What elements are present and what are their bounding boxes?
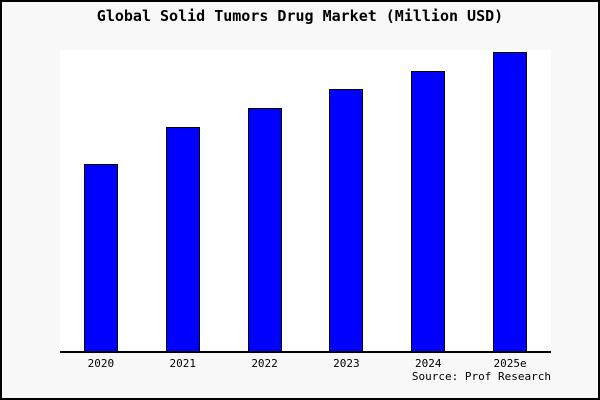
bar-2025e [493,51,528,351]
bar-slot-2025e [469,50,551,351]
source-note: Source: Prof Research [411,370,551,383]
bar-2020 [83,164,118,351]
x-tick-label-2022: 2022 [251,357,278,370]
plot-area [60,50,551,353]
bar-2024 [411,70,446,351]
x-tick-label-2025e: 2025e [493,357,527,370]
x-tick-label-2024: 2024 [414,357,442,370]
bar-slot-2020 [60,50,142,351]
x-axis-labels: 2020 2021 2022 2023 2024 2025e [60,357,551,370]
chart-title: Global Solid Tumors Drug Market (Million… [96,7,504,25]
bar-2023 [329,89,364,351]
x-tick-label-2021: 2021 [169,357,196,370]
x-tick-label-2020: 2020 [87,357,115,370]
bar-2021 [165,126,200,351]
x-tick-label-2023: 2023 [333,357,360,370]
bar-slot-2024 [387,50,469,351]
bar-slot-2021 [142,50,224,351]
bar-2022 [247,108,282,351]
bar-slot-2023 [305,50,387,351]
bar-slot-2022 [224,50,306,351]
